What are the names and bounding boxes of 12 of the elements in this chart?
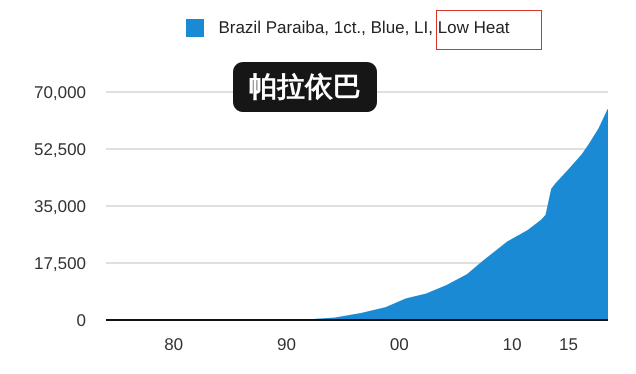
y-tick-label: 0 — [76, 311, 86, 330]
x-tick-label: 10 — [502, 335, 522, 354]
y-tick-label: 52,500 — [34, 140, 86, 160]
y-tick-label: 17,500 — [34, 254, 86, 274]
x-tick-label: 90 — [277, 335, 296, 354]
legend-label: Brazil Paraiba, 1ct., Blue, LI, Low Heat — [218, 18, 510, 38]
x-tick-label: 15 — [559, 335, 578, 354]
y-tick-label: 35,000 — [34, 197, 86, 216]
annotation: 帕拉依巴 — [233, 62, 377, 112]
y-tick-label: 70,000 — [34, 83, 86, 102]
x-tick-label: 00 — [390, 335, 409, 354]
x-tick-label: 80 — [164, 335, 184, 354]
